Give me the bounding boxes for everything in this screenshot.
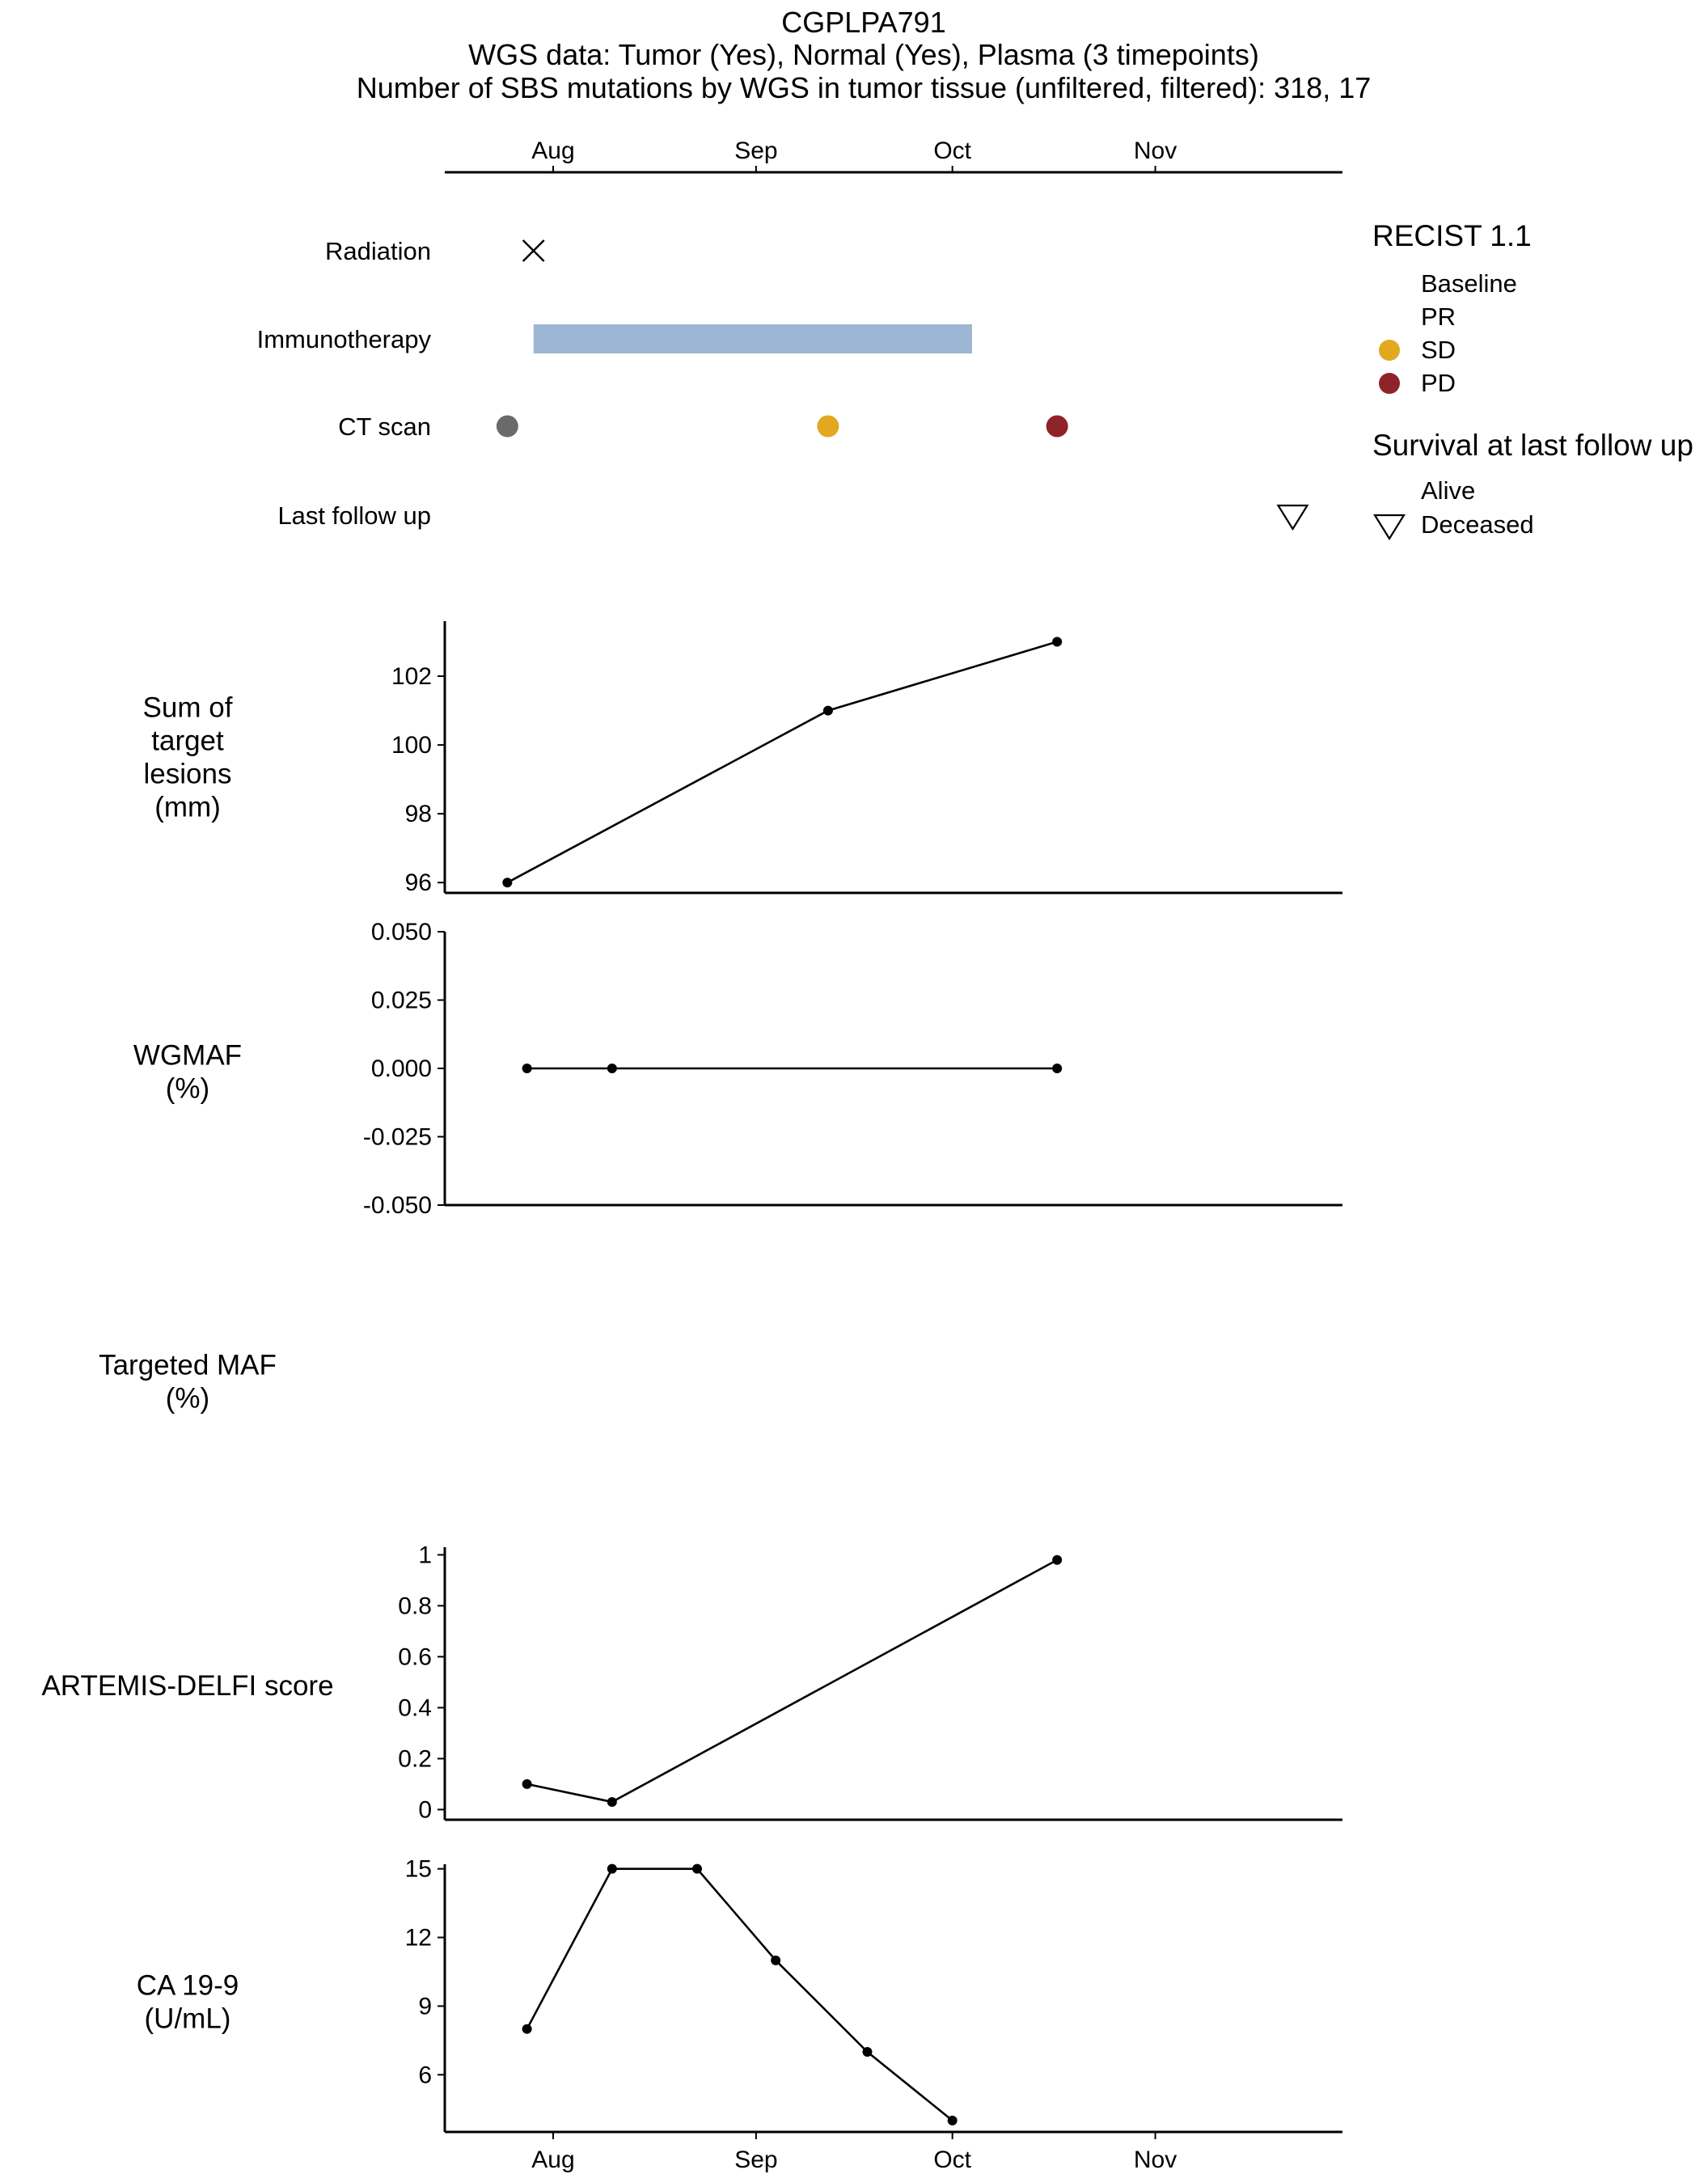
x-tick-label: Sep	[734, 2147, 777, 2173]
panel-y-label: WGMAF	[133, 1040, 242, 1072]
timeline-tick-label: Sep	[734, 137, 777, 164]
y-tick-label: 0.025	[371, 988, 432, 1014]
x-tick-label: Aug	[531, 2147, 574, 2173]
data-point	[1052, 1554, 1063, 1565]
timeline-legend: RECIST 1.1 Baseline PR SD PD Survival at last…	[1372, 219, 1693, 541]
last-follow-up-mark	[1276, 504, 1309, 531]
data-point	[1052, 1064, 1063, 1073]
timeline-tick-label: Aug	[531, 137, 574, 164]
data-point	[607, 1796, 617, 1807]
y-tick-label: 0.2	[398, 1745, 432, 1772]
panel-y-label: (U/mL)	[145, 2003, 231, 2035]
y-tick-label: 96	[405, 869, 432, 896]
recist-legend-label: SD	[1421, 336, 1456, 364]
data-point	[692, 1863, 703, 1874]
data-point	[947, 2115, 958, 2125]
deceased-legend-key	[1373, 514, 1406, 541]
timeline-tick-label: Nov	[1134, 137, 1177, 164]
panel-y-label: Targeted MAF	[99, 1350, 277, 1381]
recist-legend-label: PR	[1421, 302, 1456, 331]
targeted-maf-panel: Targeted MAF(%)	[99, 1350, 277, 1415]
sbs-mutations-subtitle: Number of SBS mutations by WGS in tumor …	[357, 71, 1372, 104]
y-tick-label: 12	[405, 1925, 432, 1952]
y-tick-label: 0.4	[398, 1694, 432, 1721]
panel-y-label: lesions	[144, 759, 232, 790]
x-tick-label: Nov	[1134, 2147, 1177, 2173]
recist-legend-label: Baseline	[1421, 269, 1517, 298]
timeline-tick-label: Oct	[933, 137, 971, 164]
series-line	[526, 1559, 1058, 1804]
survival-legend-title: Survival at last follow up	[1372, 429, 1693, 462]
ct-scan-point	[496, 415, 518, 438]
ct-scan-point	[817, 415, 839, 438]
recist-legend-key	[1379, 373, 1400, 394]
y-tick-label: 9	[418, 1993, 432, 2020]
survival-legend-label: Deceased	[1421, 510, 1534, 539]
data-point	[862, 2046, 873, 2057]
y-tick-label: 98	[405, 801, 432, 827]
artemis-delfi-panel: ARTEMIS-DELFI score 0 0.2 0.4 0.6 0.8 1	[41, 1542, 1342, 1823]
panel-y-label: (mm)	[154, 792, 221, 823]
immunotherapy-bar	[533, 324, 972, 353]
data-point	[522, 2024, 532, 2034]
y-tick-label: 102	[391, 663, 432, 690]
radiation-mark	[522, 239, 545, 262]
track-label: Radiation	[325, 237, 431, 265]
data-point	[522, 1779, 532, 1789]
data-point	[1052, 637, 1063, 647]
treatment-timeline-panel: Aug Sep Oct Nov Radiation Immunotherapy CT sca…	[257, 137, 1342, 531]
y-tick-label: 0.6	[398, 1643, 432, 1670]
recist-legend-key	[1379, 340, 1400, 361]
figure-header: CGPLPA791 WGS data: Tumor (Yes), Normal …	[357, 6, 1372, 104]
track-label: Immunotherapy	[257, 325, 432, 353]
data-point	[607, 1064, 617, 1073]
y-tick-label: 6	[418, 2062, 432, 2088]
survival-legend-label: Alive	[1421, 476, 1475, 505]
data-point	[502, 878, 513, 888]
panel-y-label: Sum of	[143, 692, 233, 724]
y-tick-label: 15	[405, 1856, 432, 1883]
ct-scan-point	[1046, 415, 1068, 438]
track-label: CT scan	[338, 412, 431, 441]
panel-y-label: ARTEMIS-DELFI score	[41, 1670, 333, 1702]
y-tick-label: 0.000	[371, 1055, 432, 1082]
y-tick-label: 1	[418, 1542, 432, 1568]
wgs-data-subtitle: WGS data: Tumor (Yes), Normal (Yes), Pla…	[468, 38, 1259, 71]
track-label: Last follow up	[277, 501, 431, 530]
recist-legend-label: PD	[1421, 369, 1456, 397]
y-tick-label: 0.8	[398, 1592, 432, 1619]
y-tick-label: -0.025	[363, 1124, 432, 1151]
y-tick-label: 0.050	[371, 919, 432, 945]
panel-y-label: target	[151, 725, 224, 757]
panel-y-label: (%)	[166, 1073, 209, 1105]
panel-y-label: (%)	[166, 1383, 209, 1415]
patient-id-title: CGPLPA791	[781, 6, 945, 39]
data-point	[771, 1955, 781, 1965]
data-point	[522, 1064, 532, 1073]
y-tick-label: -0.050	[363, 1192, 432, 1219]
wgmaf-panel: WGMAF(%) -0.050 -0.025 0.000 0.025 0.050	[133, 919, 1342, 1219]
ca19-9-panel: CA 19-9(U/mL) 6 9 12 15 Aug Sep Oct Nov	[137, 1856, 1342, 2173]
x-tick-label: Oct	[933, 2147, 971, 2173]
recist-legend-title: RECIST 1.1	[1372, 219, 1532, 252]
data-point	[822, 705, 833, 716]
data-point	[607, 1863, 617, 1874]
panel-y-label: CA 19-9	[137, 1970, 239, 2002]
series-line	[506, 641, 1058, 884]
y-tick-label: 100	[391, 732, 432, 759]
y-tick-label: 0	[418, 1796, 432, 1823]
series-line	[526, 1867, 953, 2121]
